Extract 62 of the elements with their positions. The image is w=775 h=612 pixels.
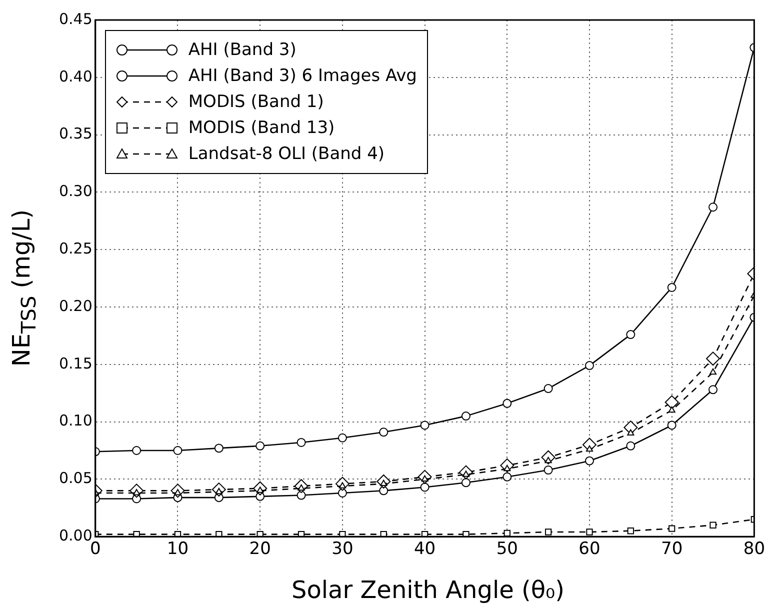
point <box>420 420 430 430</box>
point <box>668 525 676 532</box>
legend-label: AHI (Band 3) <box>188 40 296 60</box>
point <box>339 530 346 537</box>
x-tick-label: 40 <box>414 539 436 560</box>
point <box>709 368 717 375</box>
point <box>710 522 716 528</box>
point <box>664 395 679 410</box>
point <box>627 528 634 534</box>
x-tick-label: 80 <box>743 539 766 560</box>
point <box>338 488 347 498</box>
x-tick-label: 50 <box>496 539 518 560</box>
legend-label: MODIS (Band 13) <box>188 118 335 138</box>
point <box>502 472 512 482</box>
point <box>667 282 676 292</box>
y-tick-label: 0.00 <box>58 526 92 544</box>
point <box>544 528 552 536</box>
point <box>668 406 676 413</box>
point <box>296 438 306 447</box>
legend-label: MODIS (Band 1) <box>188 92 324 112</box>
point <box>461 412 470 421</box>
point <box>626 441 636 450</box>
point <box>667 420 676 430</box>
y-tick-label: 0.15 <box>58 354 92 372</box>
legend-label: AHI (Band 3) 6 Images Avg <box>188 66 417 86</box>
point <box>132 446 142 455</box>
x-tick-label: 60 <box>578 539 600 560</box>
x-tick-label: 70 <box>661 539 683 560</box>
point <box>584 361 594 370</box>
point <box>708 385 718 394</box>
x-axis-title: Solar Zenith Angle (θ₀) <box>291 576 565 604</box>
y-tick-label: 0.30 <box>58 182 92 200</box>
y-tick-label: 0.40 <box>58 67 92 86</box>
point <box>708 202 718 212</box>
point <box>338 433 347 442</box>
point <box>461 478 470 488</box>
point <box>586 528 593 536</box>
legend-label: Landsat-8 OLI (Band 4) <box>188 144 385 164</box>
y-tick-label: 0.20 <box>58 296 92 315</box>
y-tick-label: 0.45 <box>58 10 92 28</box>
point <box>627 429 634 436</box>
point <box>173 446 182 455</box>
x-tick-label: 10 <box>166 539 189 560</box>
point <box>502 398 512 408</box>
point <box>626 330 636 340</box>
point <box>544 384 553 394</box>
point <box>379 486 388 496</box>
point <box>706 352 720 366</box>
y-tick-label: 0.10 <box>58 412 92 430</box>
point <box>584 456 594 466</box>
point <box>504 530 510 536</box>
y-tick-label: 0.35 <box>58 124 92 143</box>
y-tick-label: 0.05 <box>58 469 92 488</box>
point <box>256 441 265 450</box>
point <box>420 482 430 492</box>
x-tick-label: 0 <box>90 539 101 560</box>
y-tick-label: 0.25 <box>58 239 92 258</box>
point <box>214 444 224 453</box>
point <box>379 428 388 437</box>
x-tick-label: 30 <box>332 539 354 560</box>
x-tick-label: 20 <box>249 539 271 560</box>
point <box>544 466 553 475</box>
